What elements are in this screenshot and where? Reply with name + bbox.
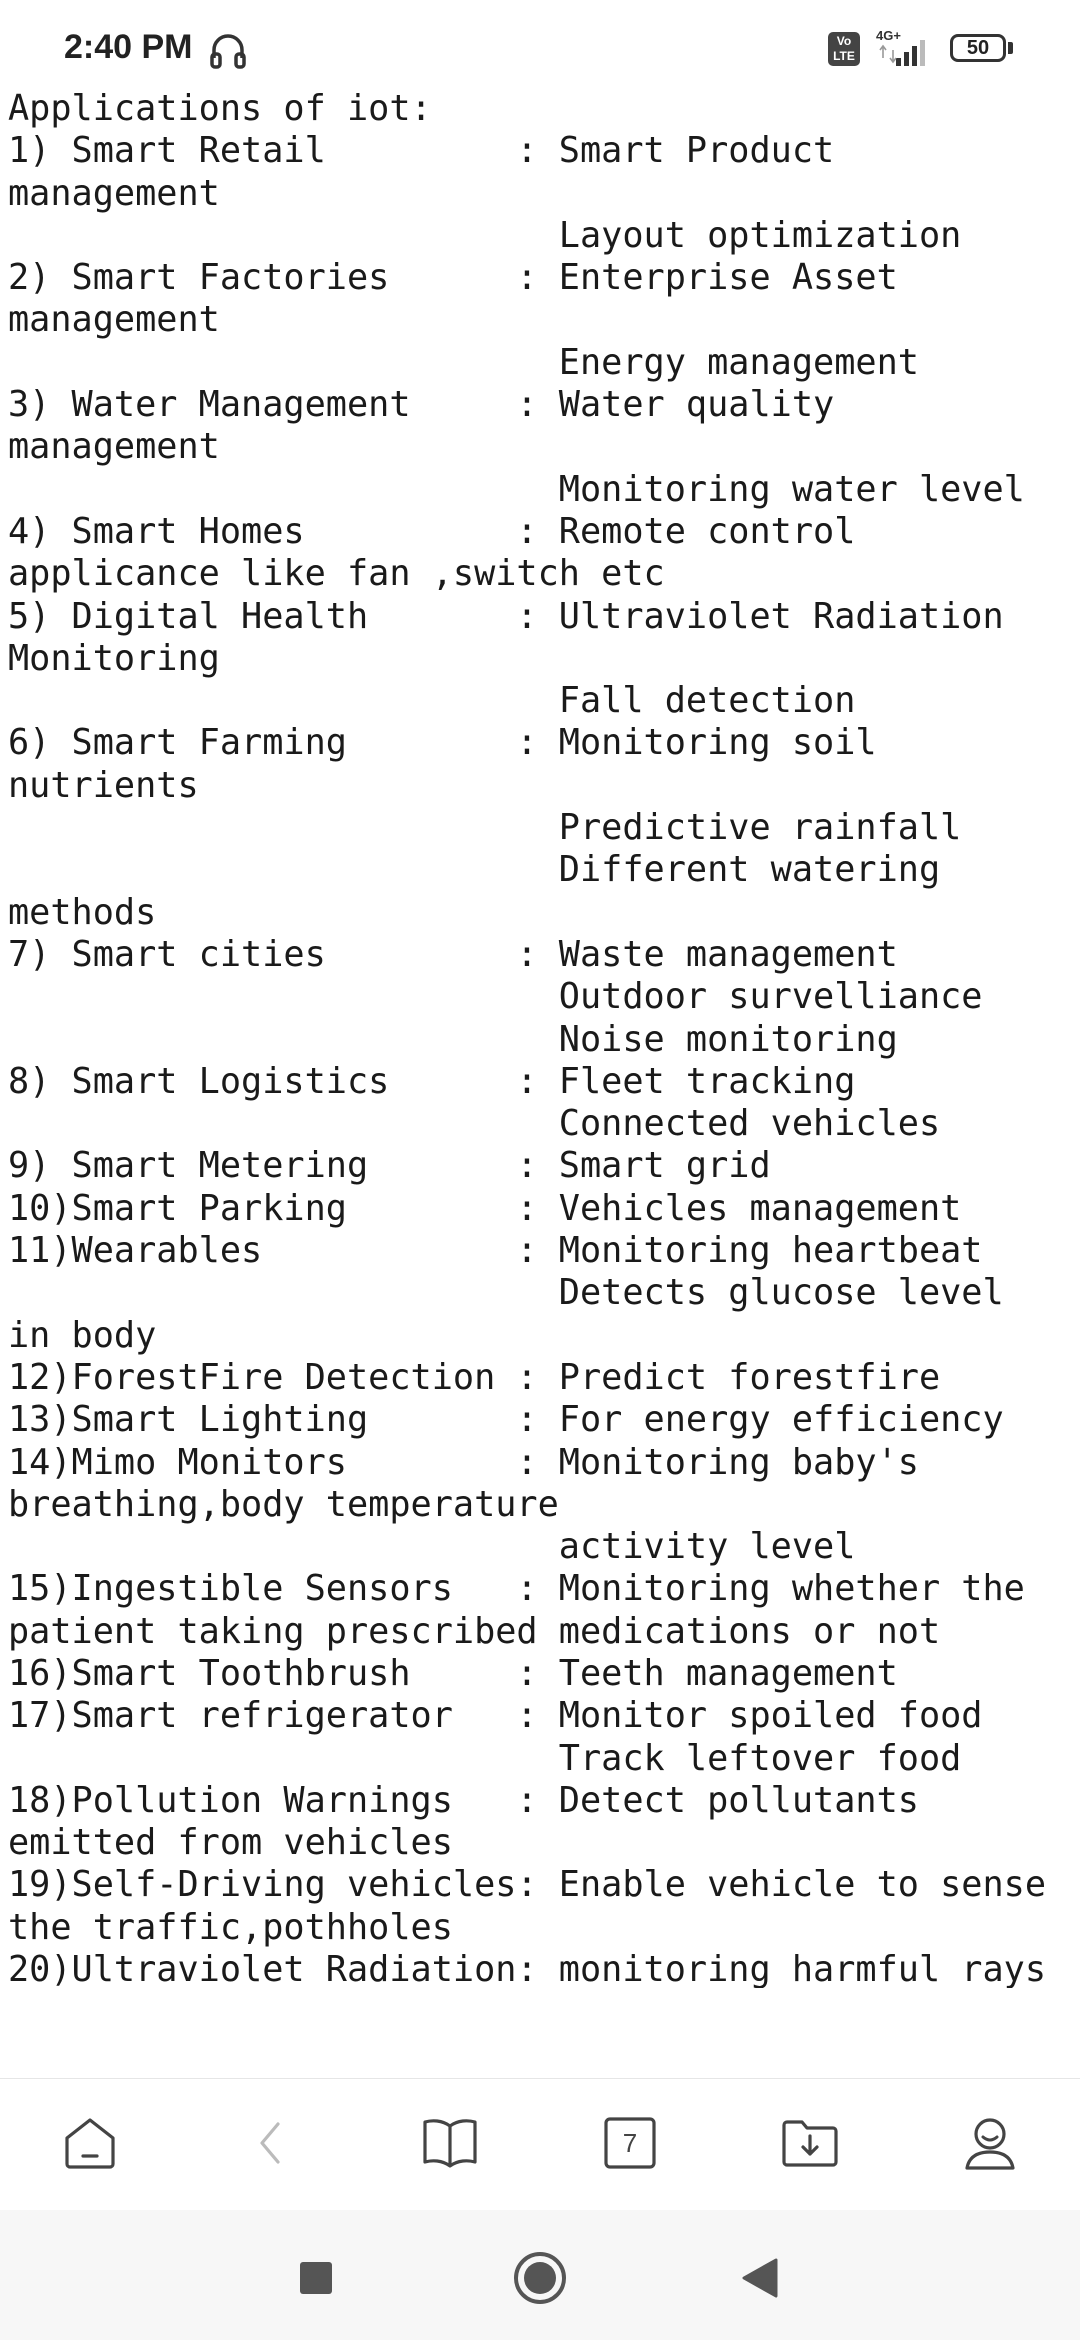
status-bar: 2:40 PM Vo LTE 4G+ 50 [0, 0, 1080, 100]
text-line: Predictive rainfall [8, 807, 962, 849]
downloads-icon [782, 2120, 838, 2167]
text-line: 15)Ingestible Sensors : Monitoring wheth… [8, 1568, 1025, 1610]
text-line: applicance like fan ,switch etc [8, 553, 665, 595]
text-line: in body [8, 1314, 157, 1356]
home-button[interactable] [58, 2111, 122, 2175]
document-text: Applications of iot: 1) Smart Retail : Sm… [8, 88, 1078, 1988]
back-nav-button[interactable] [730, 2248, 790, 2308]
text-line: 17)Smart refrigerator : Monitor spoiled … [8, 1695, 983, 1737]
network-type: 4G+ [876, 28, 901, 43]
text-line: 9) Smart Metering : Smart grid [8, 1145, 771, 1187]
home-nav-icon [514, 2252, 566, 2304]
text-line: 1) Smart Retail : Smart Product [8, 130, 835, 172]
text-line: Energy management [8, 341, 919, 383]
text-line: 4) Smart Homes : Remote control [8, 510, 856, 552]
text-line: methods [8, 891, 157, 933]
text-line: Outdoor survelliance [8, 976, 983, 1018]
text-line: Noise monitoring [8, 1018, 898, 1060]
bookmarks-button[interactable] [418, 2111, 482, 2175]
text-line: 3) Water Management : Water quality [8, 384, 835, 426]
tabs-button[interactable]: 7 [598, 2111, 662, 2175]
bookmarks-icon [423, 2119, 477, 2168]
text-line: 20)Ultraviolet Radiation: monitoring har… [8, 1949, 1047, 1988]
text-line: Connected vehicles [8, 1103, 941, 1145]
text-line: management [8, 172, 220, 214]
back-button[interactable] [238, 2111, 302, 2175]
text-line: 16)Smart Toothbrush : Teeth management [8, 1652, 898, 1694]
text-line: Different watering [8, 849, 941, 891]
text-line: management [8, 426, 220, 468]
home-nav-button[interactable] [510, 2248, 570, 2308]
text-line: Track leftover food [8, 1737, 962, 1779]
home-icon [65, 2118, 115, 2169]
text-line: 18)Pollution Warnings : Detect pollutant… [8, 1779, 919, 1821]
text-line: 13)Smart Lighting : For energy efficienc… [8, 1399, 1004, 1441]
text-line: 14)Mimo Monitors : Monitoring baby's [8, 1441, 919, 1483]
system-nav-bar [0, 2210, 1080, 2340]
text-line: emitted from vehicles [8, 1822, 453, 1864]
text-line: Applications of iot: [8, 88, 432, 129]
recents-icon [300, 2262, 332, 2294]
volte-icon: Vo LTE [828, 32, 860, 66]
text-line: activity level [8, 1526, 856, 1568]
text-line: Monitoring [8, 637, 220, 679]
text-line: nutrients [8, 764, 199, 806]
text-line: 6) Smart Farming : Monitoring soil [8, 722, 877, 764]
text-line: 7) Smart cities : Waste management [8, 933, 898, 975]
text-line: 8) Smart Logistics : Fleet tracking [8, 1060, 856, 1102]
text-line: management [8, 299, 220, 341]
signal-icon [876, 36, 936, 70]
profile-button[interactable] [958, 2111, 1022, 2175]
text-line: 19)Self-Driving vehicles: Enable vehicle… [8, 1864, 1047, 1906]
text-line: 5) Digital Health : Ultraviolet Radiatio… [8, 595, 1004, 637]
back-nav-icon [742, 2258, 778, 2298]
text-line: Fall detection [8, 680, 856, 722]
text-line: 10)Smart Parking : Vehicles management [8, 1187, 962, 1229]
browser-toolbar: 7 [0, 2078, 1080, 2211]
battery-icon: 50 [950, 34, 1006, 62]
text-line: breathing,body temperature [8, 1483, 559, 1525]
back-icon [260, 2122, 280, 2164]
tabs-icon [604, 2117, 656, 2169]
text-line: patient taking prescribed medications or… [8, 1610, 941, 1652]
text-line: 11)Wearables : Monitoring heartbeat [8, 1230, 983, 1272]
profile-icon [965, 2118, 1015, 2170]
text-line: Monitoring water level [8, 468, 1025, 510]
downloads-button[interactable] [778, 2111, 842, 2175]
text-line: 2) Smart Factories : Enterprise Asset [8, 257, 898, 299]
text-line: Detects glucose level [8, 1272, 1004, 1314]
headphone-icon [208, 30, 248, 74]
recents-button[interactable] [286, 2248, 346, 2308]
status-time: 2:40 PM [64, 28, 193, 66]
text-line: the traffic,pothholes [8, 1906, 453, 1948]
tab-count: 7 [622, 2127, 638, 2158]
text-line: 12)ForestFire Detection : Predict forest… [8, 1356, 941, 1398]
battery-tip [1008, 42, 1013, 54]
text-line: Layout optimization [8, 214, 962, 256]
